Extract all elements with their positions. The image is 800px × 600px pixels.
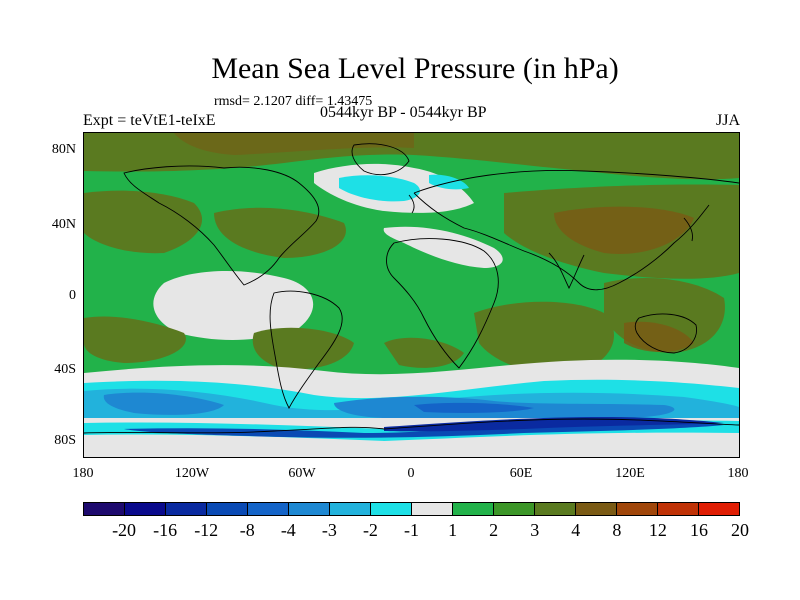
colorbar-box (289, 503, 330, 515)
field-satlantic-olive (252, 327, 354, 370)
coast-greenland (351, 143, 410, 176)
period-label: 0544kyr BP - 0544kyr BP (320, 104, 487, 121)
colorbar-box (658, 503, 699, 515)
field-natlantic-cyan (339, 175, 420, 202)
lon-tick-180w: 180 (72, 466, 94, 481)
field-indian-olive (474, 301, 614, 374)
coast-africa (386, 238, 499, 369)
lat-tick-80n: 80N (51, 142, 76, 157)
colorbar-label: -4 (280, 520, 296, 540)
lon-tick-60e: 60E (509, 466, 533, 481)
colorbar-label: 2 (489, 520, 499, 540)
colorbar-box (535, 503, 576, 515)
colorbar-box (248, 503, 289, 515)
colorbar-box (84, 503, 125, 515)
colorbar-box (125, 503, 166, 515)
colorbar-box (166, 503, 207, 515)
lon-tick-60w: 60W (288, 466, 316, 481)
colorbar-box (576, 503, 617, 515)
colorbar-box (371, 503, 412, 515)
colorbar-box (412, 503, 453, 515)
rmsd-diff-stats: rmsd= 2.1207 diff= 1.43475 (214, 94, 373, 109)
colorbar-box (494, 503, 535, 515)
lon-tick-180e: 180 (727, 466, 749, 481)
colorbar-label: -3 (321, 520, 337, 540)
season-label: JJA (715, 112, 740, 129)
colorbar-box (207, 503, 248, 515)
field-pacific-white (153, 271, 314, 340)
colorbar-label: 16 (689, 520, 708, 540)
coastlines (84, 143, 739, 434)
colorbar-box (330, 503, 371, 515)
field-southern-blue (103, 392, 224, 415)
colorbar-label: -12 (194, 520, 219, 540)
lat-tick-40s: 40S (54, 362, 76, 377)
coast-antarctica (84, 418, 739, 434)
colorbar-label: -16 (153, 520, 178, 540)
colorbar-label: -2 (362, 520, 378, 540)
colorbar-label: 20 (731, 520, 749, 540)
colorbar-box (617, 503, 658, 515)
field-aus-brown (624, 321, 694, 352)
coast-eurasia (413, 170, 739, 291)
colorbar-label: 3 (530, 520, 540, 540)
coast-japan (683, 217, 693, 242)
lat-tick-0: 0 (69, 288, 76, 303)
coast-south-america (269, 290, 343, 409)
field-southern-deep (414, 402, 534, 413)
lat-tick-40n: 40N (51, 217, 76, 232)
field-asia-brown (554, 206, 694, 254)
coast-north-america (123, 165, 320, 286)
field-spacific-olive (84, 316, 186, 363)
experiment-label: Expt = teVtE1-teIxE (83, 112, 216, 129)
colorbar-label: -20 (112, 520, 137, 540)
coast-india (548, 252, 585, 290)
colorbar-box (453, 503, 494, 515)
field-med-white (383, 226, 503, 268)
field-satlantic-olive2 (384, 337, 464, 368)
colorbar-label: 4 (571, 520, 581, 540)
colorbar-label: 1 (448, 520, 458, 540)
field-arctic-brown (174, 133, 414, 155)
map-svg (84, 133, 739, 457)
colorbar-label: -8 (239, 520, 255, 540)
map-title: Mean Sea Level Pressure (in hPa) (211, 52, 619, 85)
lon-tick-120e: 120E (615, 466, 645, 481)
field-npacific-olive2 (214, 207, 346, 258)
lat-tick-80s: 80S (54, 433, 76, 448)
lon-tick-120w: 120W (174, 466, 210, 481)
colorbar-box (699, 503, 739, 515)
colorbar-label: -1 (404, 520, 419, 540)
colorbar-label: 8 (612, 520, 622, 540)
field-npacific-olive (84, 190, 203, 254)
colorbar (83, 502, 740, 516)
lon-tick-0: 0 (407, 466, 415, 481)
coast-australia (634, 313, 697, 354)
pressure-anomaly-map (83, 132, 740, 458)
coast-uk (408, 194, 415, 214)
colorbar-label: 12 (648, 520, 667, 540)
